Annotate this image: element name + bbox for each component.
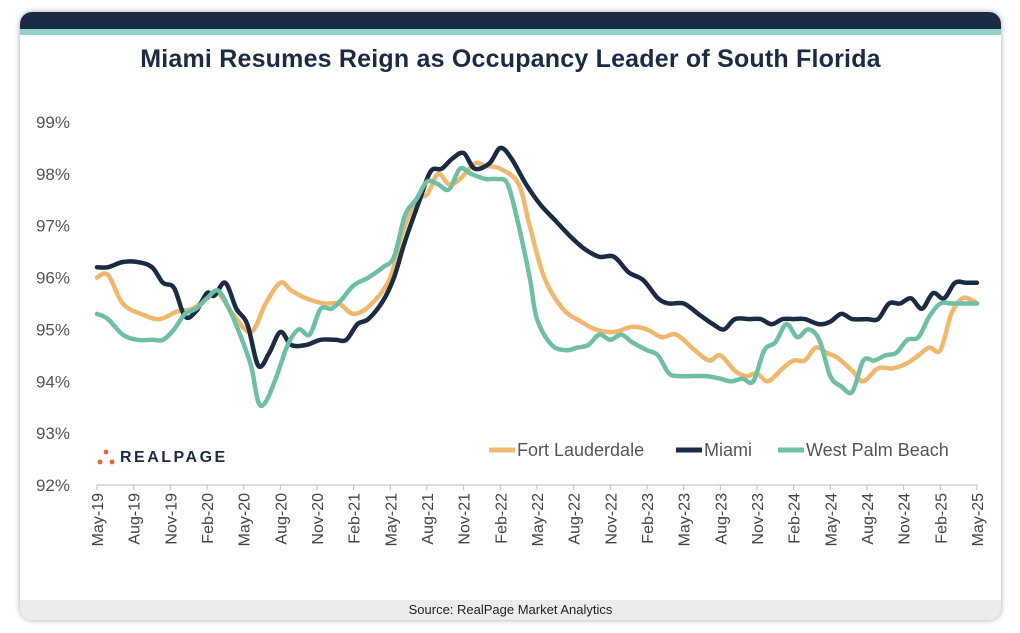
x-tick-label: Feb-20 <box>200 493 217 544</box>
y-tick-label: 94% <box>36 372 70 391</box>
chart-title: Miami Resumes Reign as Occupancy Leader … <box>140 45 881 73</box>
x-tick-label: Nov-20 <box>310 493 327 545</box>
x-tick-label: Feb-23 <box>640 493 657 544</box>
realpage-logo-icon <box>97 449 115 465</box>
x-tick-label: May-22 <box>530 493 547 546</box>
x-tick-label: Aug-23 <box>713 493 730 545</box>
x-tick-label: Feb-21 <box>347 493 364 544</box>
y-tick-label: 93% <box>36 424 70 443</box>
header-accent-stripe <box>20 29 1001 35</box>
x-tick-label: May-21 <box>383 493 400 546</box>
y-tick-label: 99% <box>36 113 70 132</box>
x-tick-label: Aug-24 <box>860 493 877 545</box>
x-tick-label: Nov-23 <box>750 493 767 545</box>
x-tick-label: Feb-24 <box>787 493 804 544</box>
x-tick-label: Feb-25 <box>933 493 950 544</box>
realpage-logo-text: REALPAGE <box>120 449 228 466</box>
series-line-miami <box>94 145 980 370</box>
x-tick-label: May-20 <box>237 493 254 546</box>
y-tick-label: 97% <box>36 217 70 236</box>
x-tick-label: May-19 <box>90 493 107 546</box>
y-tick-label: 98% <box>36 165 70 184</box>
x-tick-label: May-23 <box>677 493 694 546</box>
y-tick-label: 92% <box>36 476 70 495</box>
x-tick-label: Aug-21 <box>420 493 437 545</box>
source-text: Source: RealPage Market Analytics <box>408 602 613 617</box>
x-tick-label: May-24 <box>823 493 840 546</box>
x-tick-label: Aug-20 <box>273 493 290 545</box>
series-line-fort-lauderdale <box>94 160 980 384</box>
x-axis: May-19 Aug-19 Nov-19 Feb-20 May-20 Aug-20 Nov-… <box>90 485 987 546</box>
source-footer: Source: RealPage Market Analytics <box>20 600 1001 620</box>
legend-label-west-palm-beach: West Palm Beach <box>806 440 949 460</box>
y-tick-label: 95% <box>36 320 70 339</box>
x-tick-label: May-25 <box>970 493 987 546</box>
x-tick-label: Aug-19 <box>127 493 144 545</box>
y-tick-label: 96% <box>36 269 70 288</box>
x-tick-label: Nov-19 <box>163 493 180 545</box>
series-line-west-palm-beach <box>94 165 980 409</box>
series-group <box>94 145 980 409</box>
x-tick-label: Nov-22 <box>603 493 620 545</box>
x-tick-label: Nov-24 <box>897 493 914 545</box>
x-tick-label: Nov-21 <box>457 493 474 545</box>
legend-label-fort-lauderdale: Fort Lauderdale <box>517 440 644 460</box>
x-tick-label: Aug-22 <box>567 493 584 545</box>
legend: Fort Lauderdale Miami West Palm Beach <box>489 440 949 460</box>
x-tick-label: Feb-22 <box>493 493 510 544</box>
legend-label-miami: Miami <box>704 440 752 460</box>
